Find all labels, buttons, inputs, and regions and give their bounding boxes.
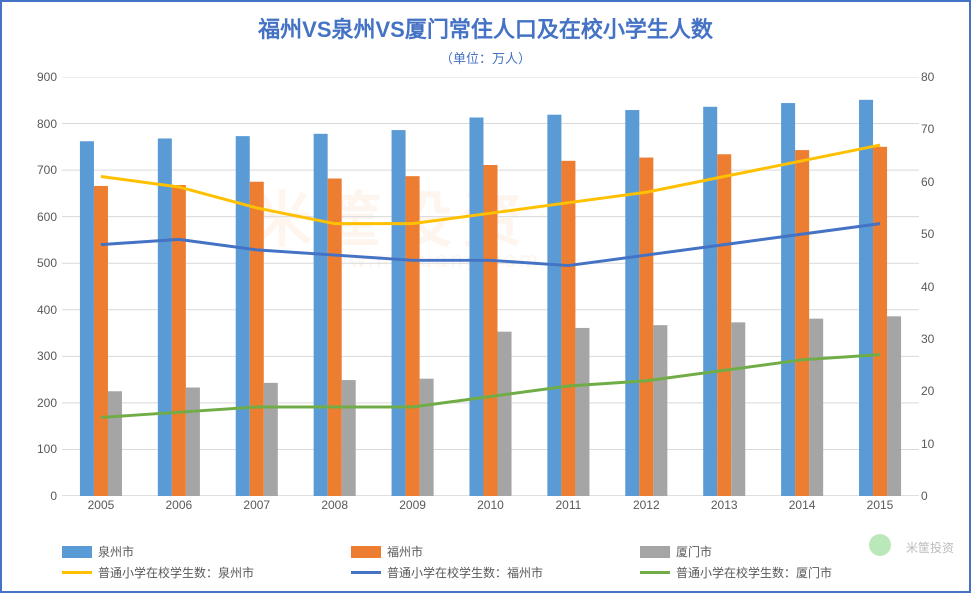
y-left-tick: 100 xyxy=(17,442,57,456)
y-axis-left: 0100200300400500600700800900 xyxy=(17,77,57,496)
y-right-tick: 0 xyxy=(921,489,961,503)
y-right-tick: 20 xyxy=(921,384,961,398)
legend-label: 普通小学在校学生数：厦门市 xyxy=(676,564,832,581)
legend-item: 普通小学在校学生数：厦门市 xyxy=(640,564,919,581)
legend-label: 普通小学在校学生数：福州市 xyxy=(387,564,543,581)
legend-swatch-line xyxy=(640,571,670,574)
chart-subtitle: （单位：万人） xyxy=(2,48,969,67)
x-tick: 2006 xyxy=(140,498,218,516)
chart-title: 福州VS泉州VS厦门常住人口及在校小学生人数 xyxy=(2,12,969,44)
y-left-tick: 600 xyxy=(17,210,57,224)
y-left-tick: 800 xyxy=(17,117,57,131)
y-left-tick: 900 xyxy=(17,70,57,84)
legend-item: 泉州市 xyxy=(62,543,341,560)
legend-swatch-bar xyxy=(640,546,670,558)
x-tick: 2008 xyxy=(296,498,374,516)
corner-stamp: 米筐投资 xyxy=(906,539,954,556)
x-tick: 2014 xyxy=(763,498,841,516)
x-tick: 2010 xyxy=(452,498,530,516)
legend-row-bars: 泉州市 福州市 厦门市 xyxy=(62,543,919,560)
legend-swatch-bar xyxy=(351,546,381,558)
legend-swatch-line xyxy=(351,571,381,574)
x-tick: 2015 xyxy=(841,498,919,516)
legend-item: 普通小学在校学生数：福州市 xyxy=(351,564,630,581)
y-right-tick: 40 xyxy=(921,280,961,294)
y-left-tick: 400 xyxy=(17,303,57,317)
chart-container: 福州VS泉州VS厦门常住人口及在校小学生人数 （单位：万人） 米筐投资 www.… xyxy=(0,0,971,593)
y-right-tick: 30 xyxy=(921,332,961,346)
legend-label: 厦门市 xyxy=(676,543,712,560)
y-axis-right: 01020304050607080 xyxy=(921,77,961,496)
x-tick: 2007 xyxy=(218,498,296,516)
legend-row-lines: 普通小学在校学生数：泉州市 普通小学在校学生数：福州市 普通小学在校学生数：厦门市 xyxy=(62,564,919,581)
legend-swatch-line xyxy=(62,571,92,574)
legend-label: 泉州市 xyxy=(98,543,134,560)
x-tick: 2012 xyxy=(607,498,685,516)
plot-area xyxy=(62,77,919,496)
y-left-tick: 700 xyxy=(17,163,57,177)
corner-logo-icon xyxy=(869,534,891,556)
y-right-tick: 10 xyxy=(921,437,961,451)
x-tick: 2005 xyxy=(62,498,140,516)
y-right-tick: 50 xyxy=(921,227,961,241)
y-left-tick: 300 xyxy=(17,349,57,363)
legend: 泉州市福州市厦门市 普通小学在校学生数：泉州市普通小学在校学生数：福州市普通小学… xyxy=(62,539,919,581)
legend-label: 福州市 xyxy=(387,543,423,560)
x-tick: 2011 xyxy=(529,498,607,516)
x-tick: 2009 xyxy=(374,498,452,516)
y-left-tick: 0 xyxy=(17,489,57,503)
x-axis: 2005200620072008200920102011201220132014… xyxy=(62,498,919,516)
x-tick: 2013 xyxy=(685,498,763,516)
plot-svg xyxy=(62,77,919,496)
y-right-tick: 80 xyxy=(921,70,961,84)
legend-item: 福州市 xyxy=(351,543,630,560)
y-left-tick: 200 xyxy=(17,396,57,410)
y-left-tick: 500 xyxy=(17,256,57,270)
y-right-tick: 60 xyxy=(921,175,961,189)
legend-swatch-bar xyxy=(62,546,92,558)
legend-label: 普通小学在校学生数：泉州市 xyxy=(98,564,254,581)
y-right-tick: 70 xyxy=(921,122,961,136)
legend-item: 普通小学在校学生数：泉州市 xyxy=(62,564,341,581)
